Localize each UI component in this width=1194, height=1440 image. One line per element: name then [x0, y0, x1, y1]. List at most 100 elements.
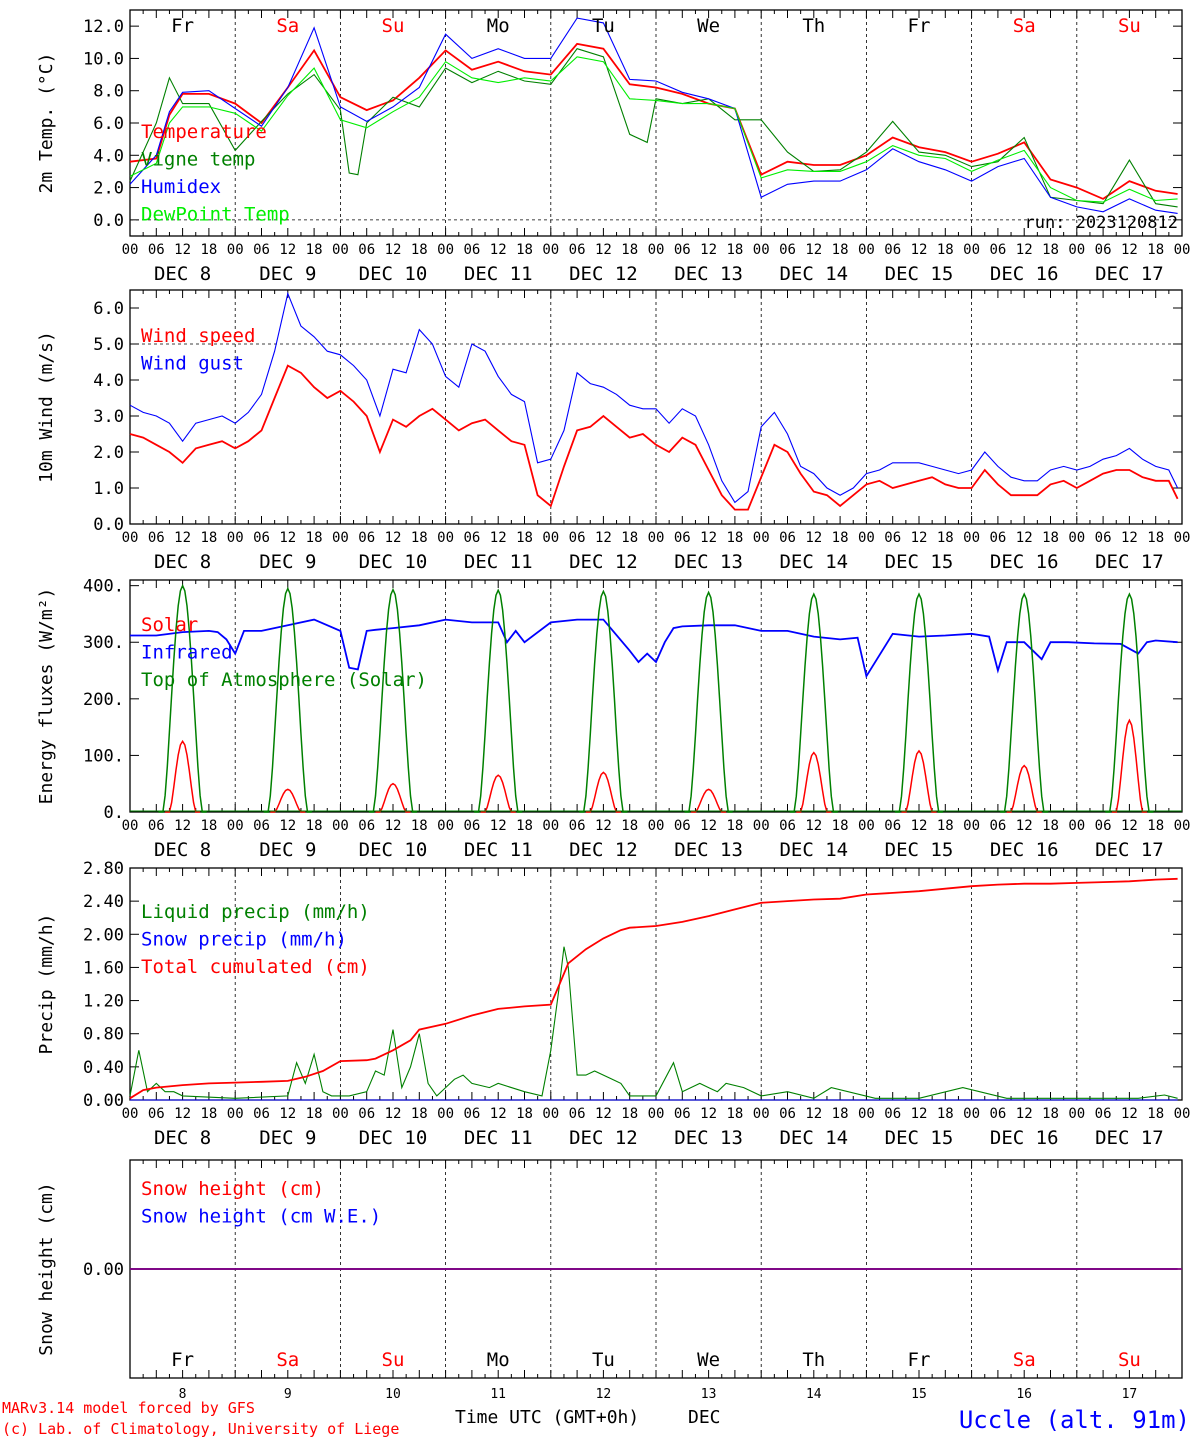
x-hour-label: 00 — [753, 818, 770, 834]
x-date-label: DEC 15 — [885, 263, 954, 285]
x-date-label: DEC 10 — [359, 551, 428, 573]
x-hour-label: 18 — [621, 530, 638, 546]
weekday-label: Mo — [487, 15, 510, 37]
series-wind-speed — [129, 364, 1179, 511]
x-hour-label: 12 — [911, 818, 928, 834]
x-date-label: DEC 17 — [1095, 839, 1164, 861]
x-hour-label: 18 — [1042, 818, 1059, 834]
x-hour-label: 12 — [385, 530, 402, 546]
x-hour-label: 06 — [253, 242, 270, 258]
x-hour-label: 00 — [963, 242, 980, 258]
x-date-label: DEC 17 — [1095, 1127, 1164, 1149]
x-hour-label: 12 — [700, 242, 717, 258]
x-date-label: DEC 11 — [464, 263, 533, 285]
x-hour-label: 12 — [1016, 1106, 1033, 1122]
y-tick-label: 1.20 — [83, 992, 124, 1012]
x-date-label: DEC 10 — [359, 839, 428, 861]
series-solar — [480, 774, 516, 813]
x-hour-label: 06 — [358, 530, 375, 546]
x-hour-label: 06 — [253, 818, 270, 834]
x-hour-label: 12 — [490, 818, 507, 834]
x-hour-label: 06 — [674, 242, 691, 258]
x-hour-label: 00 — [858, 530, 875, 546]
x-hour-label: 12 — [279, 242, 296, 258]
day-number-label: 9 — [284, 1387, 292, 1402]
x-hour-label: 18 — [832, 818, 849, 834]
x-hour-label: 00 — [1068, 818, 1085, 834]
x-hour-label: 00 — [122, 1106, 139, 1122]
legend-entry: Snow height (cm) — [141, 1178, 324, 1200]
weekday-label: Sa — [276, 1349, 299, 1371]
x-hour-label: 12 — [911, 530, 928, 546]
x-hour-label: 12 — [700, 530, 717, 546]
x-hour-label: 18 — [1147, 818, 1164, 834]
x-hour-label: 18 — [832, 242, 849, 258]
day-number-label: 16 — [1016, 1387, 1032, 1402]
x-hour-label: 00 — [437, 242, 454, 258]
series-temperature — [129, 42, 1178, 200]
x-hour-label: 00 — [648, 1106, 665, 1122]
x-hour-label: 18 — [621, 818, 638, 834]
x-hour-label: 18 — [1147, 1106, 1164, 1122]
x-hour-label: 12 — [805, 1106, 822, 1122]
x-hour-label: 18 — [411, 530, 428, 546]
x-hour-label: 06 — [674, 818, 691, 834]
x-hour-label: 12 — [595, 818, 612, 834]
x-hour-label: 06 — [148, 530, 165, 546]
x-hour-label: 00 — [858, 818, 875, 834]
y-tick-label: 100. — [83, 746, 124, 766]
x-hour-label: 00 — [437, 530, 454, 546]
x-hour-label: 06 — [148, 242, 165, 258]
x-hour-label: 00 — [332, 1106, 349, 1122]
series-infrared — [130, 618, 1178, 679]
x-hour-label: 12 — [1016, 530, 1033, 546]
x-axis-title: Time UTC (GMT+0h) — [455, 1407, 639, 1428]
day-number-label: 15 — [911, 1387, 927, 1402]
y-tick-label: 2.00 — [83, 925, 124, 945]
x-hour-label: 18 — [411, 1106, 428, 1122]
meteogram-panels: 0.0 2.0 4.0 6.0 8.0 10.0 12.0 2m Temp. (°C) Temp… — [36, 9, 1190, 1402]
x-hour-label: 18 — [1147, 242, 1164, 258]
x-hour-label: 06 — [253, 1106, 270, 1122]
y-tick-label: 6.0 — [93, 114, 124, 134]
x-hour-label: 18 — [937, 1106, 954, 1122]
series-solar — [691, 788, 727, 813]
series-solar — [901, 749, 937, 813]
legend-entry: Wind speed — [141, 325, 255, 347]
day-number-label: 10 — [385, 1387, 401, 1402]
x-hour-label: 18 — [306, 530, 323, 546]
x-hour-label: 00 — [1068, 530, 1085, 546]
weekday-label: Fr — [171, 1349, 194, 1371]
weekday-label: Su — [382, 1349, 405, 1371]
x-date-label: DEC 16 — [990, 1127, 1059, 1149]
series-liquid-precip-mm-h — [129, 946, 1178, 1099]
x-hour-label: 06 — [884, 818, 901, 834]
x-date-label: DEC 8 — [154, 551, 211, 573]
day-number-label: 17 — [1122, 1387, 1138, 1402]
x-date-label: DEC 15 — [885, 551, 954, 573]
y-tick-label: 0.80 — [83, 1025, 124, 1045]
x-hour-label: 06 — [358, 1106, 375, 1122]
x-hour-label: 00 — [227, 242, 244, 258]
credit-lab: (c) Lab. of Climatology, University of L… — [2, 1420, 399, 1438]
x-hour-label: 12 — [595, 242, 612, 258]
x-hour-label: 06 — [148, 818, 165, 834]
x-hour-label: 12 — [385, 242, 402, 258]
y-tick-label: 0.0 — [93, 515, 124, 535]
x-date-label: DEC 10 — [359, 1127, 428, 1149]
y-tick-label: 4.0 — [93, 371, 124, 391]
month-label: DEC — [688, 1407, 721, 1428]
day-number-label: 14 — [806, 1387, 822, 1402]
y-tick-label: 3.0 — [93, 407, 124, 427]
y-tick-label: 0.40 — [83, 1058, 124, 1078]
weekday-label: Fr — [908, 15, 931, 37]
x-hour-label: 06 — [989, 530, 1006, 546]
x-hour-label: 12 — [174, 530, 191, 546]
legend-entry: Infrared — [141, 642, 233, 664]
x-hour-label: 18 — [1147, 530, 1164, 546]
x-hour-label: 18 — [937, 242, 954, 258]
series-top-of-atmosphere-solar — [789, 592, 838, 813]
x-hour-label: 06 — [779, 1106, 796, 1122]
x-hour-label: 12 — [385, 1106, 402, 1122]
x-hour-label: 12 — [1016, 818, 1033, 834]
